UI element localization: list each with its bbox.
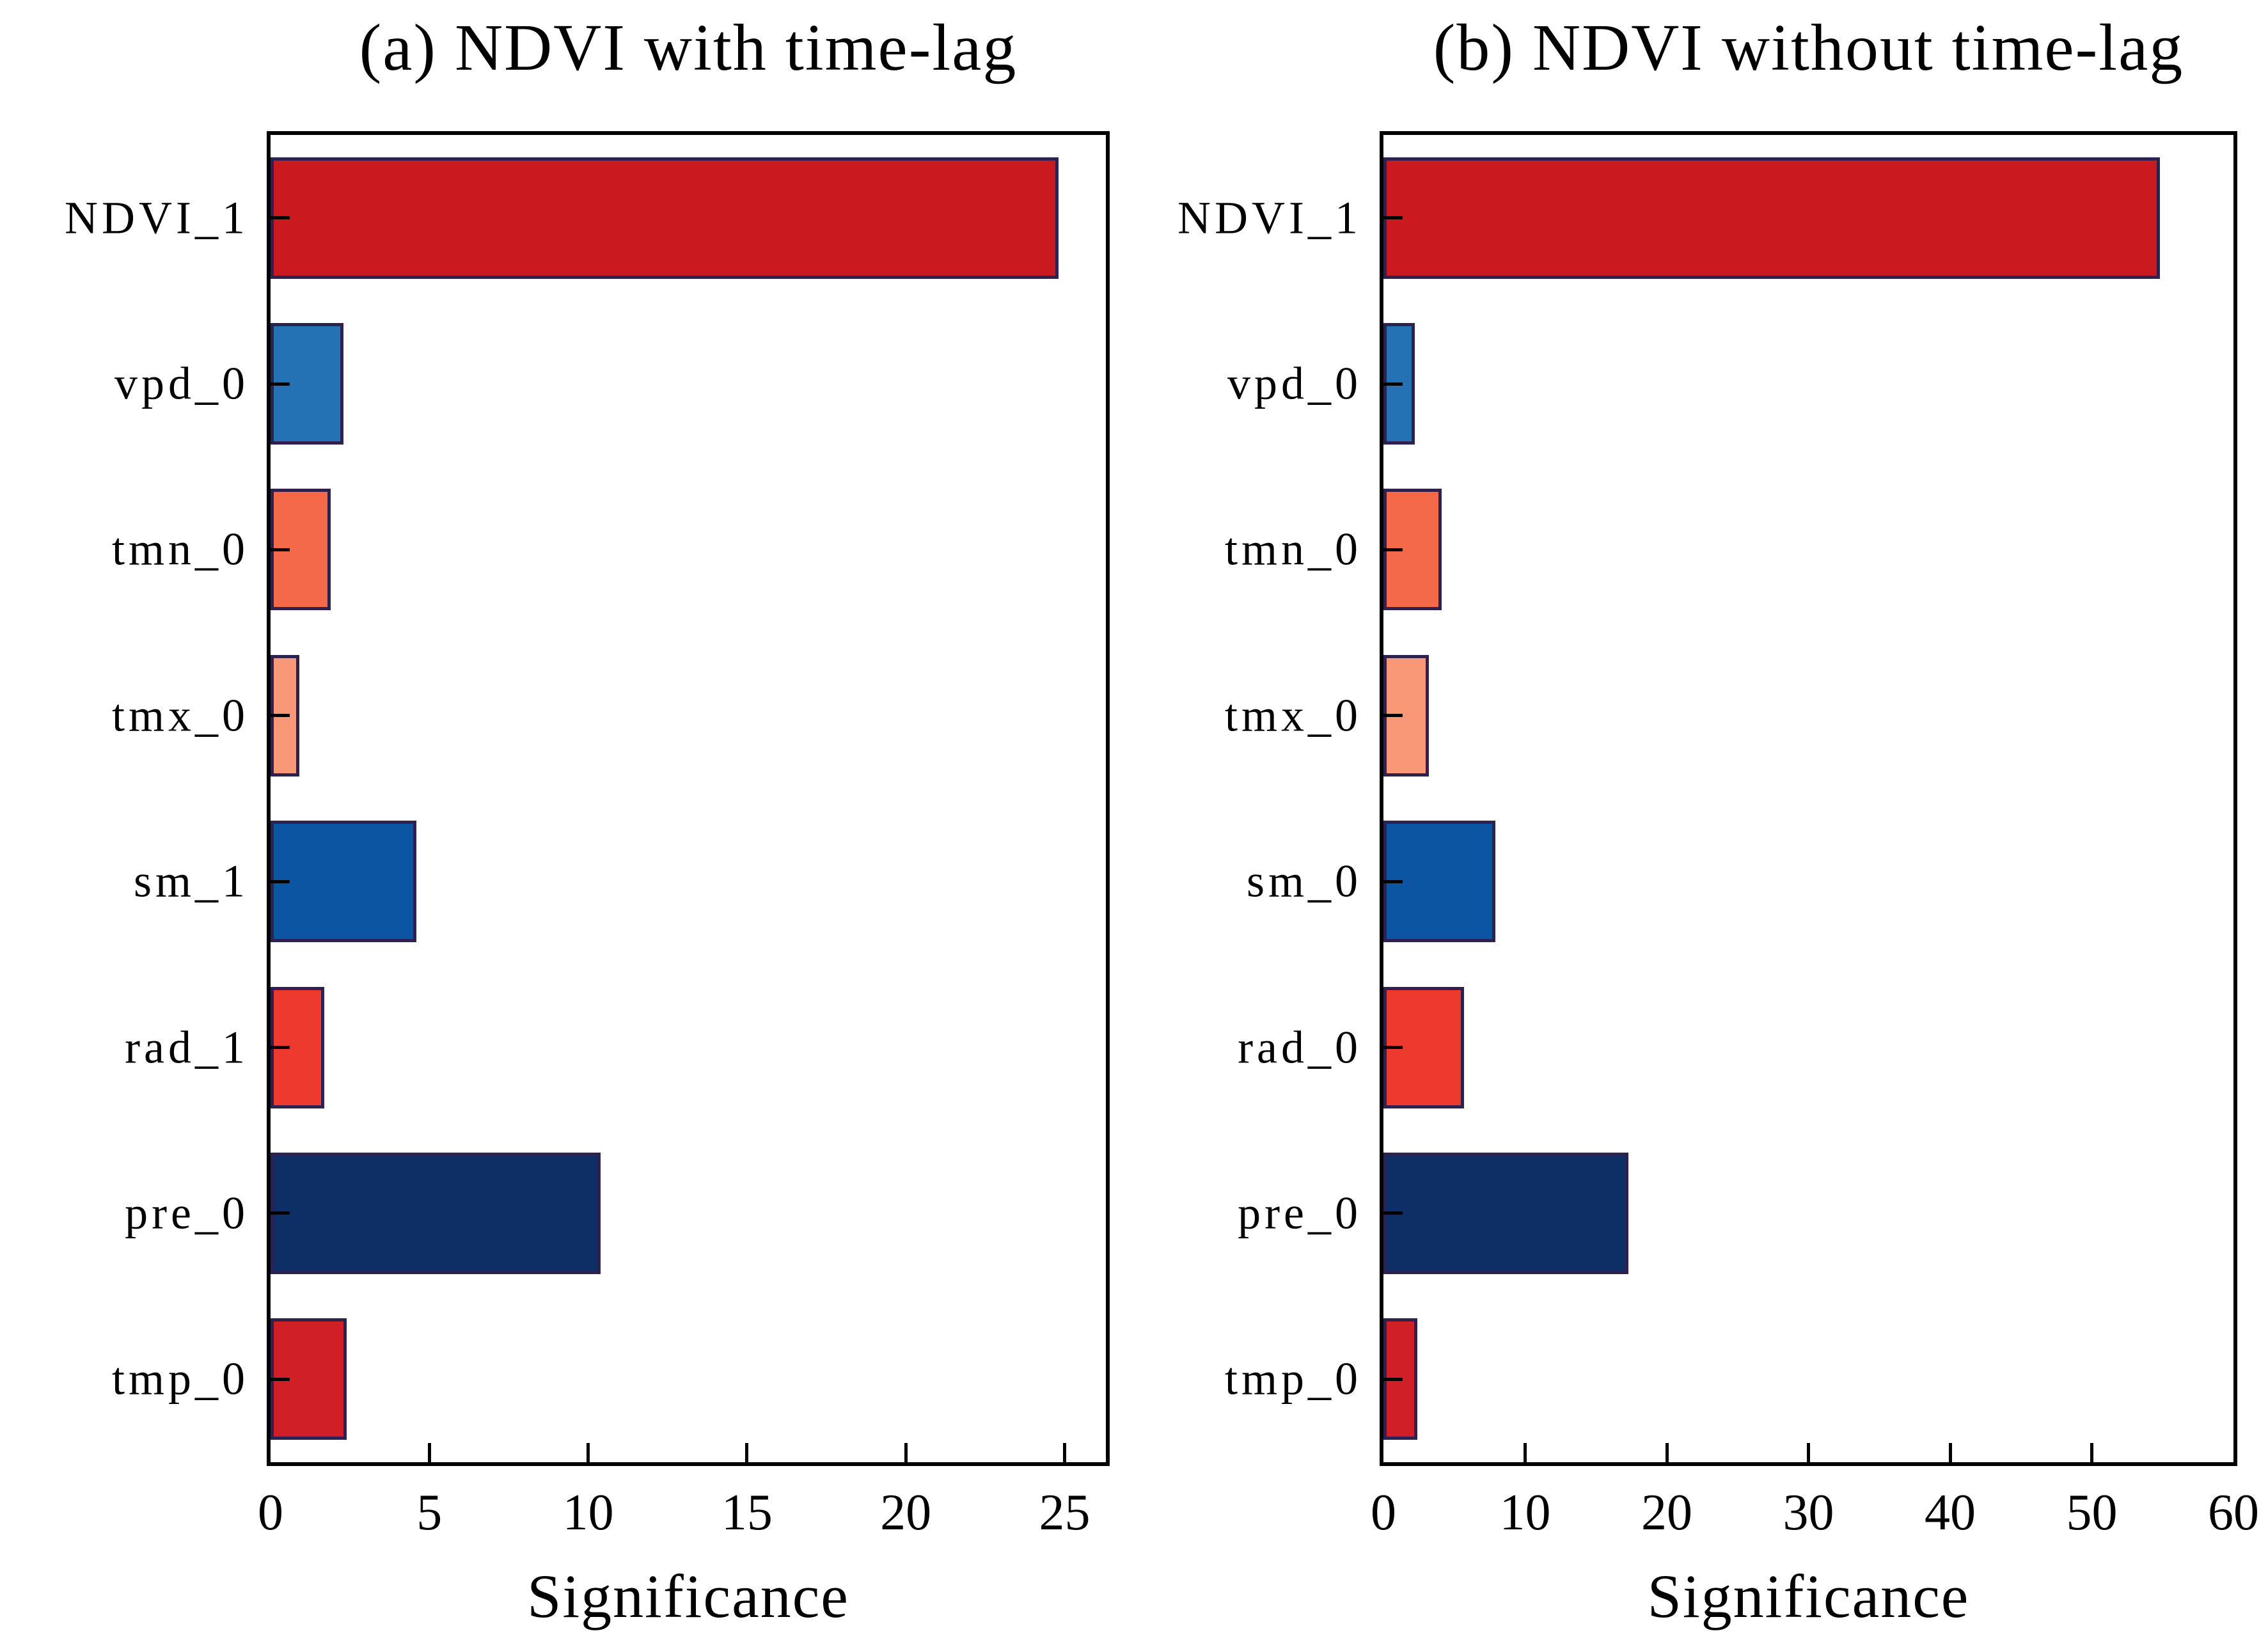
- xtick: [745, 1443, 749, 1462]
- xtick: [1062, 1443, 1066, 1462]
- ytick-label-NDVI_1: NDVI_1: [65, 192, 249, 244]
- xtick-label-20: 20: [1641, 1485, 1692, 1541]
- ytick: [271, 548, 290, 551]
- ytick: [271, 714, 290, 718]
- bar-sm_0: [1383, 821, 1495, 943]
- xtick-label-10: 10: [1499, 1485, 1551, 1541]
- ytick: [1383, 1211, 1403, 1215]
- xtick-label-20: 20: [880, 1485, 932, 1541]
- xtick: [1524, 1443, 1527, 1462]
- bar-tmn_0: [271, 489, 331, 611]
- ytick-label-rad_0: rad_0: [1238, 1021, 1362, 1073]
- chart-a-plot-area: [267, 131, 1110, 1466]
- xtick-label-25: 25: [1039, 1485, 1091, 1541]
- ytick-label-rad_1: rad_1: [125, 1021, 249, 1073]
- chart-a-title: (a) NDVI with time-lag: [359, 11, 1018, 84]
- ytick-label-NDVI_1: NDVI_1: [1177, 192, 1362, 244]
- ytick: [271, 1211, 290, 1215]
- ytick: [271, 879, 290, 883]
- ytick: [1383, 1046, 1403, 1050]
- ytick-label-tmp_0: tmp_0: [1224, 1353, 1362, 1405]
- xtick: [1807, 1443, 1810, 1462]
- ytick: [1383, 382, 1403, 386]
- xtick-label-30: 30: [1783, 1485, 1834, 1541]
- xtick-label-0: 0: [258, 1485, 283, 1541]
- ytick: [1383, 714, 1403, 718]
- bar-pre_0: [1383, 1152, 1629, 1274]
- ytick-label-tmn_0: tmn_0: [111, 523, 249, 575]
- xtick-label-10: 10: [562, 1485, 614, 1541]
- xtick: [427, 1443, 431, 1462]
- chart-b-title: (b) NDVI without time-lag: [1433, 11, 2184, 84]
- ytick: [1383, 1377, 1403, 1381]
- ytick-label-pre_0: pre_0: [1238, 1187, 1362, 1239]
- xtick: [904, 1443, 908, 1462]
- ytick: [271, 1377, 290, 1381]
- bar-pre_0: [271, 1152, 601, 1274]
- ytick-label-vpd_0: vpd_0: [114, 358, 249, 409]
- ytick-label-vpd_0: vpd_0: [1227, 358, 1362, 409]
- chart-b-plot-area: [1380, 131, 2237, 1466]
- xtick: [1665, 1443, 1669, 1462]
- xtick-label-15: 15: [721, 1485, 773, 1541]
- chart-a-xaxis-label: Significance: [527, 1562, 849, 1630]
- ytick: [1383, 879, 1403, 883]
- xtick-label-0: 0: [1371, 1485, 1396, 1541]
- ytick: [1383, 216, 1403, 220]
- ytick: [271, 216, 290, 220]
- ytick: [271, 382, 290, 386]
- chart-b-xaxis-label: Significance: [1647, 1562, 1970, 1630]
- xtick-label-50: 50: [2066, 1485, 2118, 1541]
- ytick: [271, 1046, 290, 1050]
- xtick: [587, 1443, 590, 1462]
- ytick-label-sm_0: sm_0: [1246, 855, 1362, 907]
- xtick-label-5: 5: [416, 1485, 443, 1541]
- xtick: [2090, 1443, 2093, 1462]
- ytick-label-tmp_0: tmp_0: [111, 1353, 249, 1405]
- ytick: [1383, 548, 1403, 551]
- bar-NDVI_1: [1383, 157, 2160, 279]
- ytick-label-pre_0: pre_0: [125, 1187, 249, 1239]
- ytick-label-tmx_0: tmx_0: [111, 690, 249, 741]
- xtick-label-60: 60: [2208, 1485, 2259, 1541]
- ytick-label-sm_1: sm_1: [133, 855, 249, 907]
- bar-sm_1: [271, 821, 417, 943]
- xtick-label-40: 40: [1925, 1485, 1976, 1541]
- bar-NDVI_1: [271, 157, 1059, 279]
- xtick: [1948, 1443, 1952, 1462]
- ytick-label-tmx_0: tmx_0: [1224, 690, 1362, 741]
- ytick-label-tmn_0: tmn_0: [1224, 523, 1362, 575]
